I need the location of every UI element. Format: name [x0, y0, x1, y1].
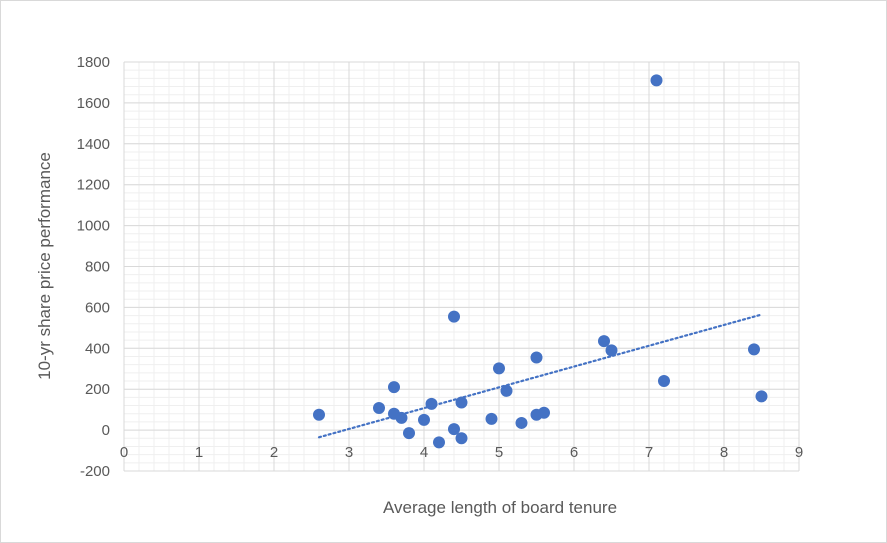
y-tick-label: 800 [85, 259, 110, 276]
data-point [515, 416, 528, 429]
y-tick-label: 1200 [77, 177, 110, 194]
data-point [530, 351, 543, 364]
y-tick-label: 200 [85, 381, 110, 398]
data-point [598, 335, 610, 348]
data-point [455, 432, 468, 445]
y-axis-tick-labels: -200 0 200 400 600 800 1000 1200 1400 1600 1800 [77, 54, 110, 480]
data-point [403, 427, 415, 440]
data-point [650, 74, 663, 87]
data-points [313, 74, 768, 449]
data-point [373, 402, 385, 415]
data-point [433, 436, 445, 449]
y-tick-label: 1000 [77, 218, 110, 235]
data-point [493, 362, 505, 375]
data-point [395, 411, 408, 424]
x-axis-tick-labels: 0 1 2 3 4 5 6 7 8 9 [120, 444, 803, 461]
data-point [425, 397, 438, 410]
x-tick-label: 4 [420, 444, 428, 461]
x-tick-label: 0 [120, 444, 128, 461]
data-point [538, 406, 550, 419]
data-point [448, 310, 460, 323]
data-point [313, 408, 325, 421]
y-tick-label: 1600 [77, 95, 110, 112]
y-tick-label: 600 [85, 299, 110, 316]
data-point [418, 413, 430, 426]
data-point [755, 390, 768, 403]
y-tick-label: 1400 [77, 136, 110, 153]
x-tick-label: 5 [495, 444, 503, 461]
y-tick-label: 1800 [77, 54, 110, 71]
x-tick-label: 3 [345, 444, 353, 461]
data-point [455, 396, 468, 409]
x-tick-label: 1 [195, 444, 203, 461]
y-axis-title: 10-yr share price performance [35, 152, 54, 380]
data-point [388, 381, 400, 394]
x-tick-label: 8 [720, 444, 728, 461]
data-point [448, 423, 460, 436]
data-point [485, 412, 498, 425]
data-point [605, 344, 618, 357]
x-tick-label: 2 [270, 444, 278, 461]
major-gridlines [123, 61, 800, 472]
x-tick-label: 7 [645, 444, 653, 461]
x-axis-title: Average length of board tenure [383, 498, 617, 517]
y-tick-label: 0 [102, 422, 110, 439]
data-point [658, 375, 670, 388]
y-tick-label: 400 [85, 340, 110, 357]
data-point [500, 384, 513, 397]
data-point [748, 343, 760, 356]
y-tick-label: -200 [80, 463, 110, 480]
x-tick-label: 6 [570, 444, 578, 461]
x-tick-label: 9 [795, 444, 803, 461]
